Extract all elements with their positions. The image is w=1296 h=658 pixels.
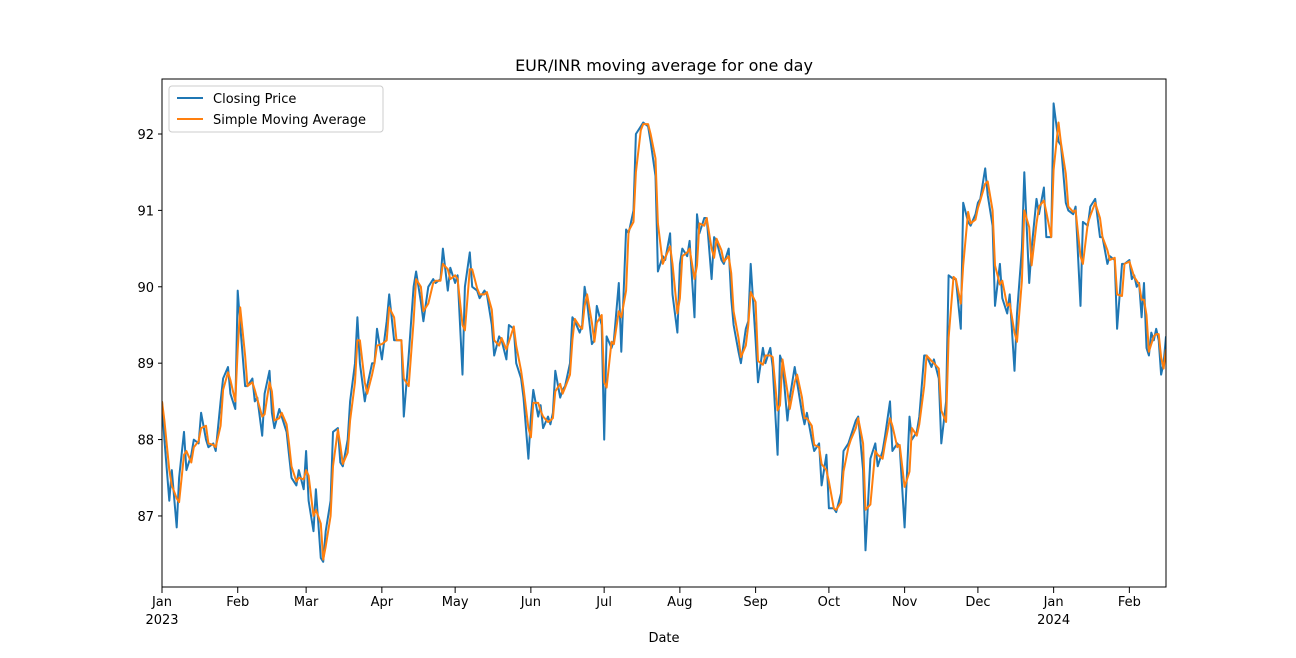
legend-box [168, 85, 384, 133]
y-tick-label: 92 [137, 128, 154, 143]
x-tick-label: Aug [667, 595, 692, 610]
series-line [162, 121, 1166, 561]
plot-frame [161, 78, 1167, 588]
x-tick-label: Oct [818, 595, 840, 610]
x-tick-label: Feb [226, 595, 249, 610]
y-tick-label: 89 [137, 357, 154, 372]
x-axis-label: Date [648, 631, 679, 646]
x-tick-label: May [442, 595, 469, 610]
x-tick-label: Mar [294, 595, 319, 610]
x-tick-label: Nov [892, 595, 918, 610]
y-tick-label: 88 [137, 434, 154, 449]
y-tick-label: 87 [137, 510, 154, 525]
x-tick-label: Jan 2023 [145, 595, 178, 628]
x-tick-label: Feb [1118, 595, 1141, 610]
x-tick-label: Dec [965, 595, 990, 610]
y-tick-label: 90 [137, 281, 154, 296]
x-tick-label: Jan 2024 [1037, 595, 1070, 628]
legend-label: Closing Price [213, 92, 296, 107]
y-tick-label: 91 [137, 204, 154, 219]
x-tick-label: Jul [595, 595, 612, 610]
chart-title: EUR/INR moving average for one day [515, 56, 813, 75]
legend-label: Simple Moving Average [213, 113, 366, 128]
x-tick-label: Sep [743, 595, 768, 610]
x-tick-label: Jun [520, 595, 541, 610]
x-tick-label: Apr [371, 595, 394, 610]
